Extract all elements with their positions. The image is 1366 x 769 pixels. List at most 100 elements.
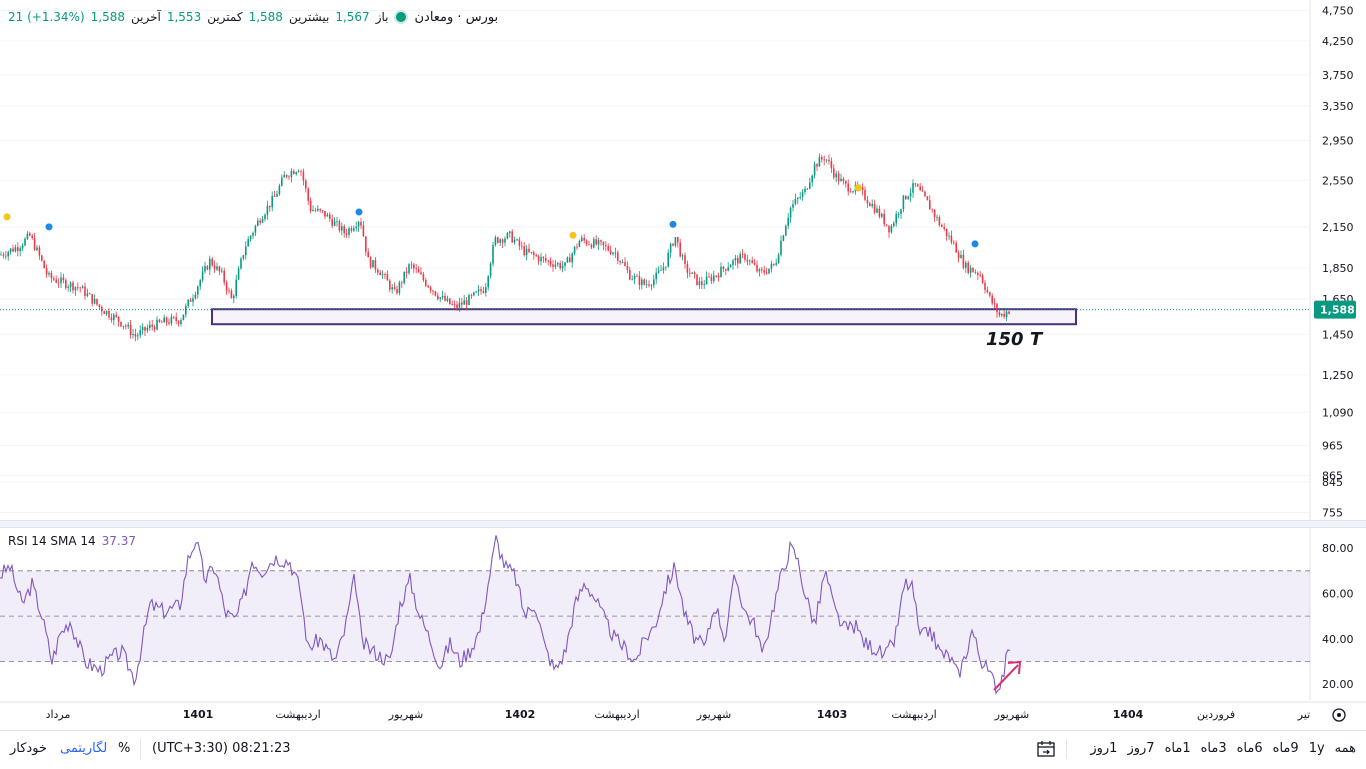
candle-body [753, 263, 756, 265]
candle-body [890, 226, 893, 233]
candle-body [29, 233, 31, 236]
timezone-clock[interactable]: (UTC+3:30) 08:21:23 [152, 741, 291, 756]
candle-body [631, 279, 633, 280]
candle-body [816, 164, 818, 167]
candle-body [549, 260, 552, 265]
candle-body [593, 239, 595, 248]
range-selector: همه 1y 9ماه 6ماه 3ماه 1ماه 7روز 1روز [1090, 741, 1356, 756]
candle-body [626, 266, 629, 270]
candle-body [842, 178, 845, 182]
candle-body [357, 221, 360, 227]
candle-body [261, 219, 264, 223]
candle-body [338, 221, 341, 231]
log-scale-button[interactable]: لگاریتمی [60, 741, 108, 756]
candle-body [38, 247, 41, 256]
candle-body [381, 274, 384, 276]
candle-body [5, 255, 7, 257]
candle-body [955, 242, 957, 253]
candle-body [614, 252, 617, 254]
range-button[interactable]: 1روز [1090, 741, 1118, 756]
candle-body [48, 272, 50, 275]
symbol-name[interactable]: بورس · ومعادن [414, 9, 499, 25]
pane-separator[interactable] [0, 520, 1366, 528]
candle-body [348, 228, 350, 235]
candle-body [729, 265, 732, 268]
candle-body [806, 188, 809, 190]
rsi-tick-label: 20.00 [1322, 678, 1354, 691]
range-button[interactable]: همه [1334, 741, 1356, 756]
candle-body [177, 320, 180, 324]
candle-body [698, 281, 701, 285]
candle-body [501, 239, 504, 243]
candle-body [482, 291, 485, 293]
candle-body [530, 252, 533, 253]
settings-gear-icon[interactable] [1332, 708, 1346, 722]
candle-body [209, 258, 211, 270]
time-tick-label: اردیبهشت [275, 708, 320, 721]
rsi-title: RSI 14 SMA 14 [8, 534, 96, 548]
candle-body [417, 269, 420, 273]
candle-body [993, 303, 996, 305]
candle-body [14, 247, 17, 252]
candle-body [21, 245, 24, 249]
candle-body [497, 237, 499, 243]
candle-body [703, 284, 705, 286]
percent-scale-button[interactable]: % [118, 741, 131, 756]
candle-body [410, 264, 413, 266]
candle-body [758, 269, 761, 272]
candle-body [278, 185, 281, 195]
low-label: کمترین [207, 10, 243, 24]
candle-body [871, 204, 873, 207]
candle-body [492, 244, 494, 264]
candle-body [127, 324, 129, 327]
candle-body [761, 269, 763, 271]
candle-body [789, 207, 792, 218]
candle-body [799, 196, 801, 198]
candle-body [571, 253, 573, 263]
candle-body [885, 224, 888, 226]
candle-body [504, 238, 506, 243]
candle-body [710, 276, 713, 281]
candle-body [60, 277, 62, 284]
candle-body [739, 254, 741, 264]
time-tick-label: 1404 [1113, 708, 1144, 721]
candle-body [965, 262, 967, 268]
candle-body [763, 270, 765, 273]
auto-scale-button[interactable]: خودکار [10, 741, 47, 756]
time-tick-label: شهریور [696, 708, 731, 721]
signal-dot-blue [669, 220, 677, 228]
signal-dot-blue [355, 208, 363, 216]
candle-body [211, 258, 213, 266]
candle-body [780, 240, 782, 255]
candle-body [996, 303, 998, 313]
candle-body [986, 289, 989, 293]
candle-body [355, 226, 357, 229]
range-button[interactable]: 6ماه [1236, 741, 1263, 756]
candle-body [787, 217, 789, 227]
candle-body [821, 157, 823, 160]
candle-body [830, 161, 833, 169]
candle-body [811, 175, 813, 183]
range-button[interactable]: 9ماه [1272, 741, 1299, 756]
candle-body [221, 270, 223, 272]
candle-body [542, 256, 545, 259]
candle-body [833, 168, 835, 178]
calendar-goto-icon[interactable] [1036, 740, 1056, 758]
candle-body [144, 326, 146, 331]
candle-body [17, 247, 19, 252]
candle-body [713, 275, 715, 281]
price-tick-label: 1,090 [1322, 406, 1354, 419]
candle-body [170, 316, 173, 324]
price-tick-label: 3,750 [1322, 69, 1354, 82]
candle-body [189, 299, 192, 302]
candle-body [257, 220, 259, 226]
range-button[interactable]: 1ماه [1164, 741, 1191, 756]
candle-body [943, 227, 945, 229]
open-value: 1,567 [335, 10, 370, 24]
range-button[interactable]: 1y [1308, 741, 1325, 756]
range-button[interactable]: 3ماه [1200, 741, 1227, 756]
range-button[interactable]: 7روز [1127, 741, 1155, 756]
candle-body [439, 297, 441, 299]
candle-body [204, 266, 206, 272]
